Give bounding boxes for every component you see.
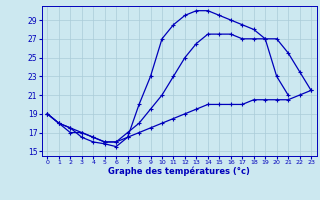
X-axis label: Graphe des températures (°c): Graphe des températures (°c) [108, 167, 250, 176]
